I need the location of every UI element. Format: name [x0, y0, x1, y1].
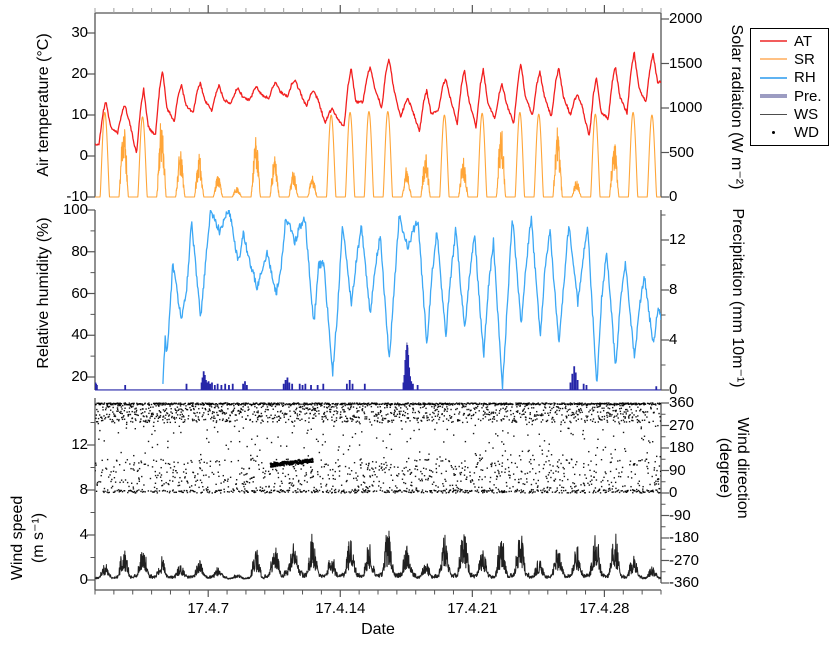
legend-item-at: AT — [751, 33, 828, 49]
solar-tick-label: 1000 — [669, 99, 703, 116]
legend-swatch — [760, 94, 787, 99]
humidity-tick-label: 80 — [71, 242, 88, 260]
precip-tick-label: 4 — [669, 331, 678, 348]
solar-tick-label: 0 — [669, 188, 678, 205]
date-tick-label: 17.4.7 — [187, 600, 230, 617]
legend-swatch — [760, 113, 787, 115]
wind-speed-tick-label: 8 — [79, 481, 88, 498]
wind-dir-tick-label: -360 — [669, 574, 700, 591]
date-tick-label: 17.4.21 — [447, 600, 498, 617]
legend: AT SR RH Pre. WS WD — [750, 28, 829, 146]
precip-tick-label: 12 — [669, 231, 686, 248]
humidity-tick-label: 100 — [62, 201, 88, 218]
legend-label: RH — [794, 69, 816, 87]
wind-dir-tick-label: 270 — [669, 416, 695, 434]
wind-dir-tick-label: -270 — [669, 551, 700, 569]
air-temp-tick-label: -10 — [66, 188, 88, 205]
legend-item-wd: WD — [751, 125, 828, 141]
wind-speed-tick-label: 12 — [71, 436, 88, 453]
wind-dir-tick-label: 180 — [669, 439, 695, 456]
wind-dir-axis-units: (degree) — [716, 437, 733, 499]
date-tick-label: 17.4.28 — [579, 600, 630, 617]
legend-item-ws: WS — [751, 106, 828, 122]
wind-speed-axis-title: Wind speed — [9, 495, 26, 581]
date-tick-label: 17.4.14 — [315, 600, 366, 617]
legend-label: WS — [794, 105, 819, 123]
wind-speed-tick-label: 4 — [79, 526, 88, 543]
legend-swatch — [760, 76, 787, 79]
legend-swatch — [760, 40, 787, 43]
wind-dir-tick-label: -90 — [669, 506, 691, 524]
solar-tick-label: 500 — [669, 143, 695, 161]
precip-tick-label: 8 — [669, 281, 678, 298]
wind-dir-tick-label: 0 — [669, 484, 678, 501]
humidity-tick-label: 40 — [71, 326, 88, 344]
legend-label: Pre. — [794, 87, 822, 105]
wind-speed-tick-label: 0 — [79, 571, 88, 588]
solar-axis-title: Solar radiation (W m⁻²) — [728, 24, 745, 190]
legend-label: WD — [794, 124, 819, 142]
humidity-tick-label: 20 — [71, 368, 88, 385]
legend-item-rh: RH — [751, 70, 828, 86]
wind-dir-axis-title: Wind direction — [734, 417, 751, 519]
legend-label: SR — [794, 50, 815, 68]
legend-dot-swatch — [772, 131, 775, 135]
humidity-tick-label: 60 — [71, 284, 88, 302]
air-temp-tick-label: 30 — [71, 24, 88, 41]
precip-tick-label: 0 — [669, 381, 678, 398]
solar-tick-label: 2000 — [669, 10, 703, 27]
solar-tick-label: 1500 — [669, 54, 703, 72]
legend-item-sr: SR — [751, 51, 828, 67]
precip-axis-title: Precipitation (mm 10m⁻¹) — [729, 208, 746, 388]
legend-swatch — [760, 58, 787, 61]
wind-dir-tick-label: 90 — [669, 461, 686, 479]
legend-label: AT — [794, 32, 813, 50]
wind-dir-tick-label: 360 — [669, 394, 695, 411]
air-temp-tick-label: 0 — [79, 147, 88, 164]
wind-dir-tick-label: -180 — [669, 529, 700, 546]
legend-item-pre: Pre. — [751, 88, 828, 104]
legend-swatch — [760, 131, 787, 135]
x-axis-title: Date — [361, 621, 395, 638]
air-temp-tick-label: 20 — [71, 65, 88, 82]
air-temp-tick-label: 10 — [71, 106, 88, 123]
